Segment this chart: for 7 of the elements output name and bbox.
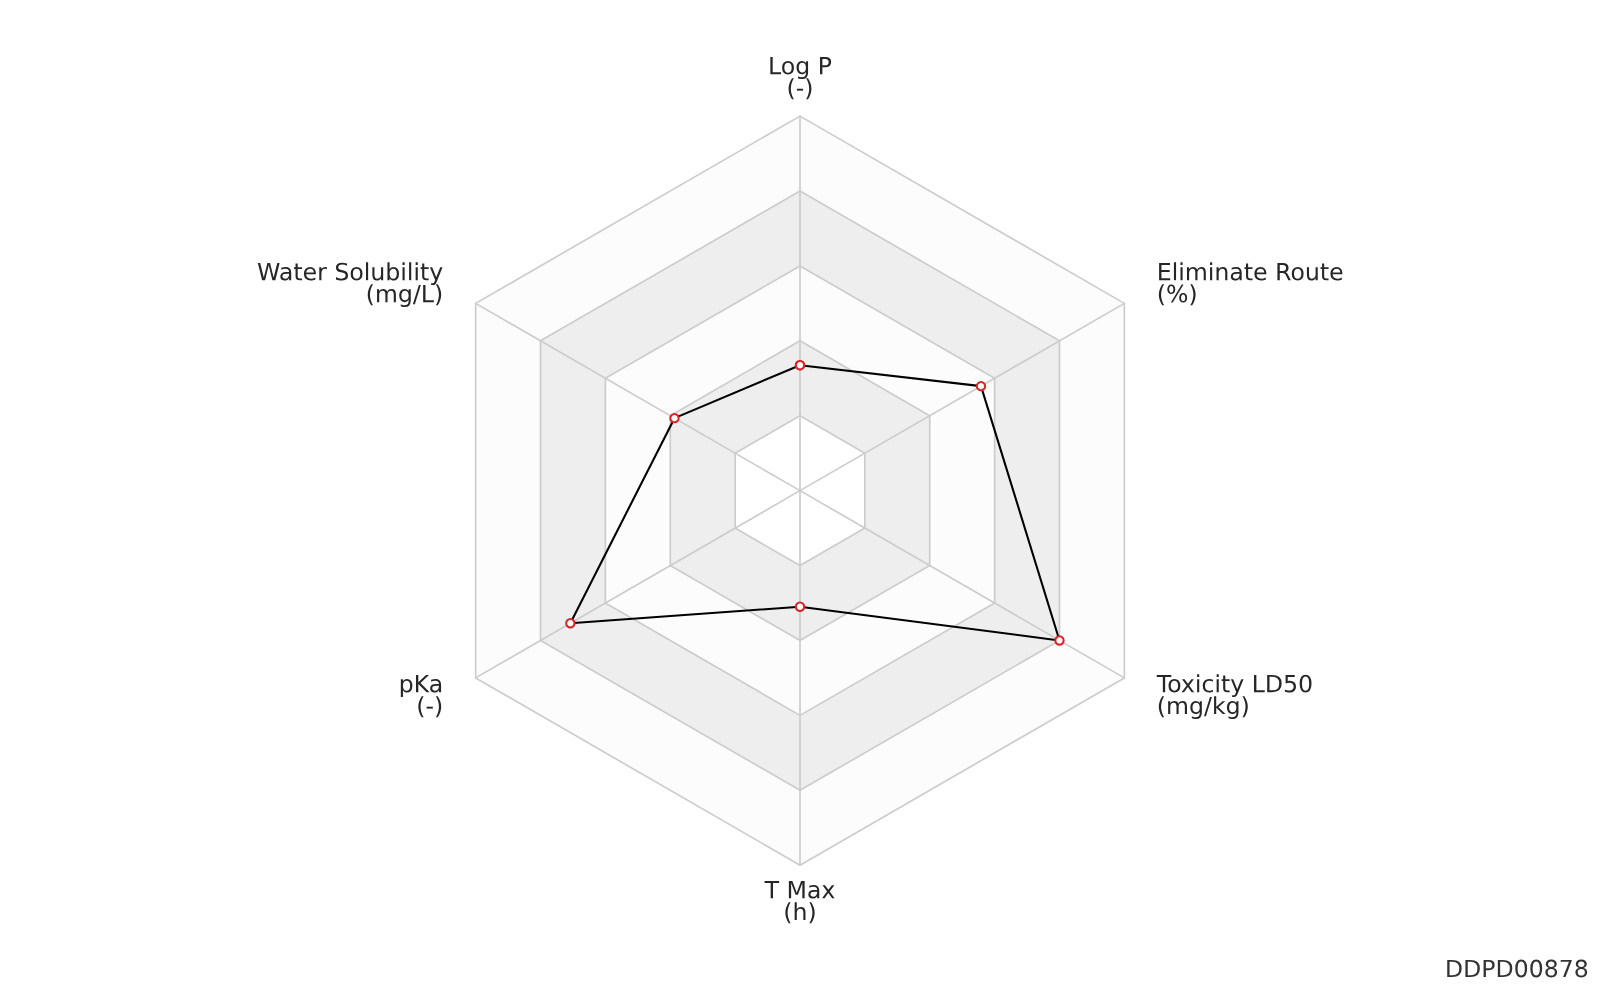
spoke-label: pKa (-) [400, 674, 442, 718]
text: DDPD00878 [1447, 959, 1588, 978]
spoke-label: T Max (h) [764, 880, 835, 924]
spoke-label: Eliminate Route (%) [1158, 262, 1343, 306]
spoke-label: Water Solubility (mg/L) [257, 262, 443, 308]
spoke-label: Log P (-) [770, 56, 832, 100]
spoke-label: Toxicity LD50 (mg/kg) [1156, 674, 1312, 720]
